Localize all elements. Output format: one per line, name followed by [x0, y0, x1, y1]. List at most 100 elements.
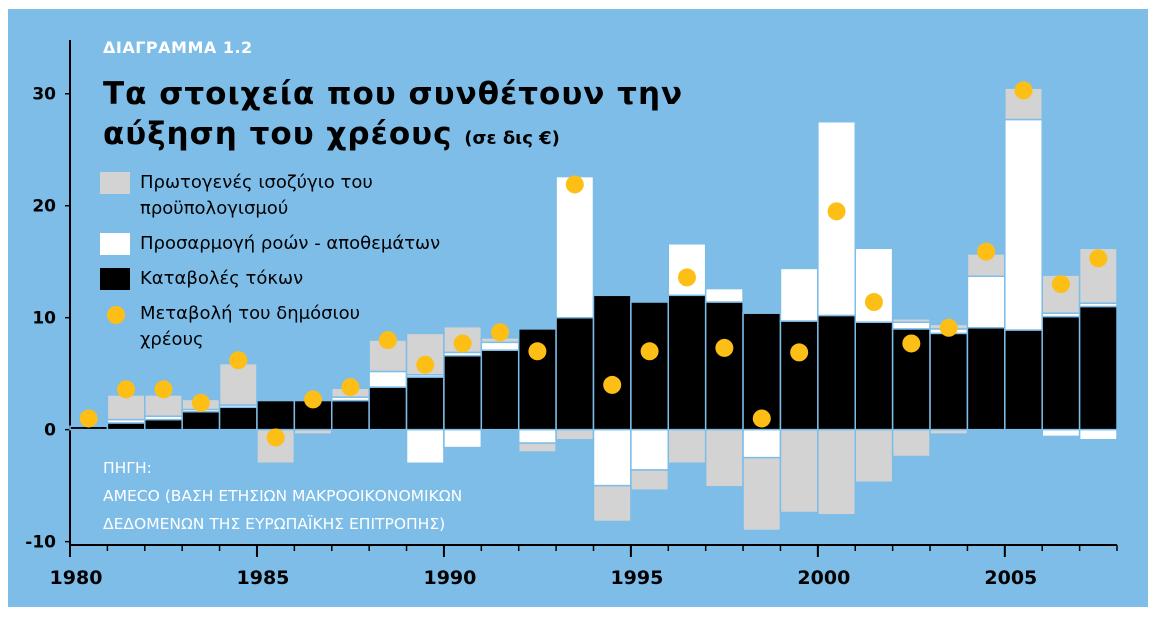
debt-change-dot: [715, 338, 734, 357]
legend-item: Πρωτογενές ισοζύγιο του προϋπολογισμού: [100, 170, 440, 222]
chart-subtitle: (σε δις €): [464, 128, 560, 149]
bar-segment: [779, 428, 819, 514]
debt-change-dot: [939, 318, 958, 337]
bar-segment: [555, 428, 595, 441]
y-tick-label: 20: [32, 197, 56, 217]
bar-segment: [1078, 428, 1118, 441]
legend-item: Καταβολές τόκων: [100, 266, 440, 292]
debt-change-dot: [491, 323, 510, 342]
bar-segment: [704, 287, 744, 303]
x-tick-label: 1995: [610, 567, 663, 589]
bar-segment: [1078, 305, 1118, 431]
bar-segment: [742, 456, 782, 532]
y-tick-label: 10: [32, 309, 56, 329]
x-tick-label: 1990: [423, 567, 476, 589]
debt-change-dot: [378, 331, 397, 350]
debt-change-dot: [790, 343, 809, 362]
y-tick-label: 0: [44, 421, 56, 441]
bar-segment: [218, 362, 258, 406]
bar-segment: [218, 406, 258, 431]
source-label: ΠΗΓΗ:: [103, 459, 152, 477]
legend-label: Καταβολές τόκων: [140, 268, 304, 289]
x-tick-label: 1985: [237, 567, 290, 589]
bar-segment: [704, 428, 744, 488]
legend-item: Προσαρμογή ροών - αποθεμάτων: [100, 231, 540, 257]
debt-change-dot: [902, 334, 921, 353]
debt-change-dot: [864, 293, 883, 312]
bar-segment: [592, 428, 632, 487]
bar-segment: [443, 355, 483, 431]
debt-change-dot: [191, 393, 210, 412]
bar-segment: [293, 428, 333, 435]
legend-label: Μεταβολή του δημόσιου χρέους: [140, 303, 361, 350]
bar-segment: [891, 428, 931, 458]
bar-segment: [742, 428, 782, 459]
y-tick-label: 30: [32, 85, 56, 105]
legend-item: Μεταβολή του δημόσιου χρέους: [100, 301, 380, 353]
legend-swatch: [100, 172, 130, 194]
bar-segment: [368, 370, 408, 388]
legend: Πρωτογενές ισοζύγιο του προϋπολογισμού Πρ…: [100, 170, 540, 362]
debt-change-dot: [304, 390, 323, 409]
bar-segment: [779, 267, 819, 322]
debt-change-dot: [528, 342, 547, 361]
bar-segment: [891, 321, 931, 330]
bar-segment: [966, 275, 1006, 329]
bar-segment: [667, 294, 707, 431]
debt-change-dot: [827, 202, 846, 221]
debt-change-dot: [752, 409, 771, 428]
legend-label: Προσαρμογή ροών - αποθεμάτων: [140, 233, 441, 254]
debt-change-dot: [341, 378, 360, 397]
bar-segment: [966, 327, 1006, 431]
source: AMECO (ΒΑΣΗ ΕΤΗΣΙΩΝ ΜΑΚΡΟΟΙΚΟΝΟΜΙΚΩΝ ΔΕΔ…: [103, 487, 463, 533]
debt-change-dot: [565, 175, 584, 194]
source-block: ΠΗΓΗ: AMECO (ΒΑΣΗ ΕΤΗΣΙΩΝ ΜΑΚΡΟΟΙΚΟΝΟΜΙΚΩ…: [103, 454, 543, 538]
chart-title-block: Τα στοιχεία που συνθέτουν την αύξηση του…: [103, 74, 693, 159]
bar-segment: [817, 428, 856, 516]
bar-segment: [1041, 428, 1081, 438]
bar-segment: [929, 332, 969, 431]
y-tick-label: -10: [25, 533, 56, 553]
bar-segment: [144, 418, 183, 431]
bar-segment: [517, 428, 557, 444]
debt-change-dot: [1014, 81, 1033, 100]
x-tick-label: 2000: [797, 567, 850, 589]
debt-change-dot: [603, 375, 622, 394]
chart-label: ΔΙΑΓΡΑΜΜΑ 1.2: [103, 38, 253, 57]
bar-segment: [443, 428, 483, 449]
bar-segment: [854, 321, 894, 431]
legend-label: Πρωτογενές ισοζύγιο του προϋπολογισμού: [140, 172, 373, 219]
bar-segment: [817, 314, 856, 431]
debt-change-dot: [677, 268, 696, 287]
bar-segment: [630, 428, 670, 471]
bar-segment: [891, 318, 931, 323]
debt-change-dot: [977, 242, 996, 261]
legend-swatch: [100, 268, 130, 290]
bar-segment: [1004, 118, 1043, 331]
bar-segment: [517, 442, 557, 453]
bar-segment: [555, 175, 595, 319]
legend-swatch: [107, 306, 125, 324]
bar-segment: [929, 428, 969, 435]
bar-segment: [779, 320, 819, 431]
debt-change-dot: [266, 428, 285, 447]
debt-change-dot: [79, 409, 98, 428]
debt-change-dot: [640, 342, 659, 361]
bar-segment: [592, 294, 632, 431]
bar-segment: [630, 469, 670, 491]
bar-segment: [331, 399, 370, 431]
bar-segment: [181, 411, 221, 431]
bar-segment: [405, 376, 445, 431]
bar-segment: [480, 349, 520, 431]
bar-segment: [592, 484, 632, 523]
debt-change-dot: [453, 334, 472, 353]
x-tick-label: 2005: [984, 567, 1037, 589]
bar-segment: [1041, 315, 1081, 431]
bar-segment: [106, 394, 146, 421]
debt-change-dot: [117, 380, 136, 399]
bar-segment: [1004, 329, 1043, 431]
bar-segment: [854, 428, 894, 484]
bar-segment: [555, 316, 595, 431]
bar-segment: [256, 399, 296, 431]
